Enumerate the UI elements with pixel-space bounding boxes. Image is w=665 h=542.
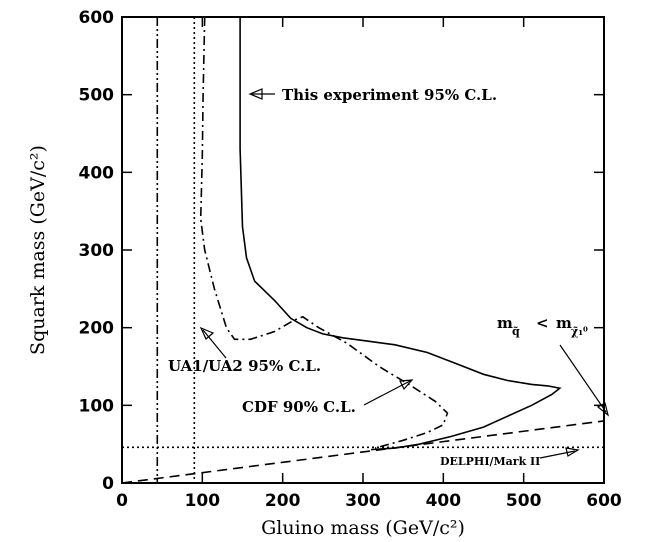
arrow-delphi: [539, 450, 576, 459]
arrow-mass-inequality: [559, 344, 607, 413]
annotation-less-than: <: [536, 314, 549, 332]
annotation-neutralino-subscript: χ̃₁⁰: [571, 325, 588, 338]
annotation-this-experiment: This experiment 95% C.L.: [282, 86, 497, 104]
x-tick-label: 100: [185, 491, 221, 511]
arrowhead-this-experiment: [248, 88, 263, 100]
series-line-0: [239, 17, 562, 451]
curves: [121, 16, 605, 484]
y-axis: 0 100 200 300 400 500 600: [79, 8, 604, 494]
annotation-m-squark: m: [497, 314, 513, 332]
y-tick-label: 500: [79, 86, 115, 106]
arrowhead-mass-inequality: [596, 402, 610, 417]
x-tick-label: 0: [116, 491, 128, 511]
x-tick-label: 400: [426, 491, 462, 511]
y-tick-label: 0: [102, 474, 114, 494]
y-tick-label: 300: [79, 241, 115, 261]
annotation-squark-subscript: q̃: [512, 325, 520, 338]
x-tick-label: 500: [506, 491, 542, 511]
annotation-delphi-mark-ii: DELPHI/Mark II: [440, 455, 540, 468]
x-tick-label: 600: [586, 491, 622, 511]
arrow-cdf: [363, 380, 411, 406]
x-tick-label: 200: [265, 491, 301, 511]
arrowhead-ua1-ua2: [199, 326, 215, 340]
arrowhead-delphi: [565, 447, 580, 457]
arrowhead-cdf: [399, 379, 414, 391]
y-axis-title: Squark mass (GeV/c²): [27, 145, 49, 355]
series-line-1: [199, 16, 449, 449]
x-axis-title: Gluino mass (GeV/c²): [261, 517, 465, 539]
arrow-ua1-ua2: [202, 329, 227, 359]
annotation-m-neutralino: m: [556, 314, 572, 332]
annotation-ua1-ua2: UA1/UA2 95% C.L.: [168, 357, 321, 375]
annotation-cdf: CDF 90% C.L.: [242, 398, 356, 416]
series-line-5: [121, 420, 605, 484]
y-tick-label: 400: [79, 163, 115, 183]
y-tick-label: 200: [79, 319, 115, 339]
annotation-mass-inequality: m q̃ < m χ̃₁⁰: [497, 314, 588, 338]
x-tick-label: 300: [345, 491, 381, 511]
y-tick-label: 100: [79, 396, 115, 416]
x-axis: 0 100 200 300 400 500 600: [116, 17, 622, 511]
y-tick-label: 600: [79, 8, 115, 28]
